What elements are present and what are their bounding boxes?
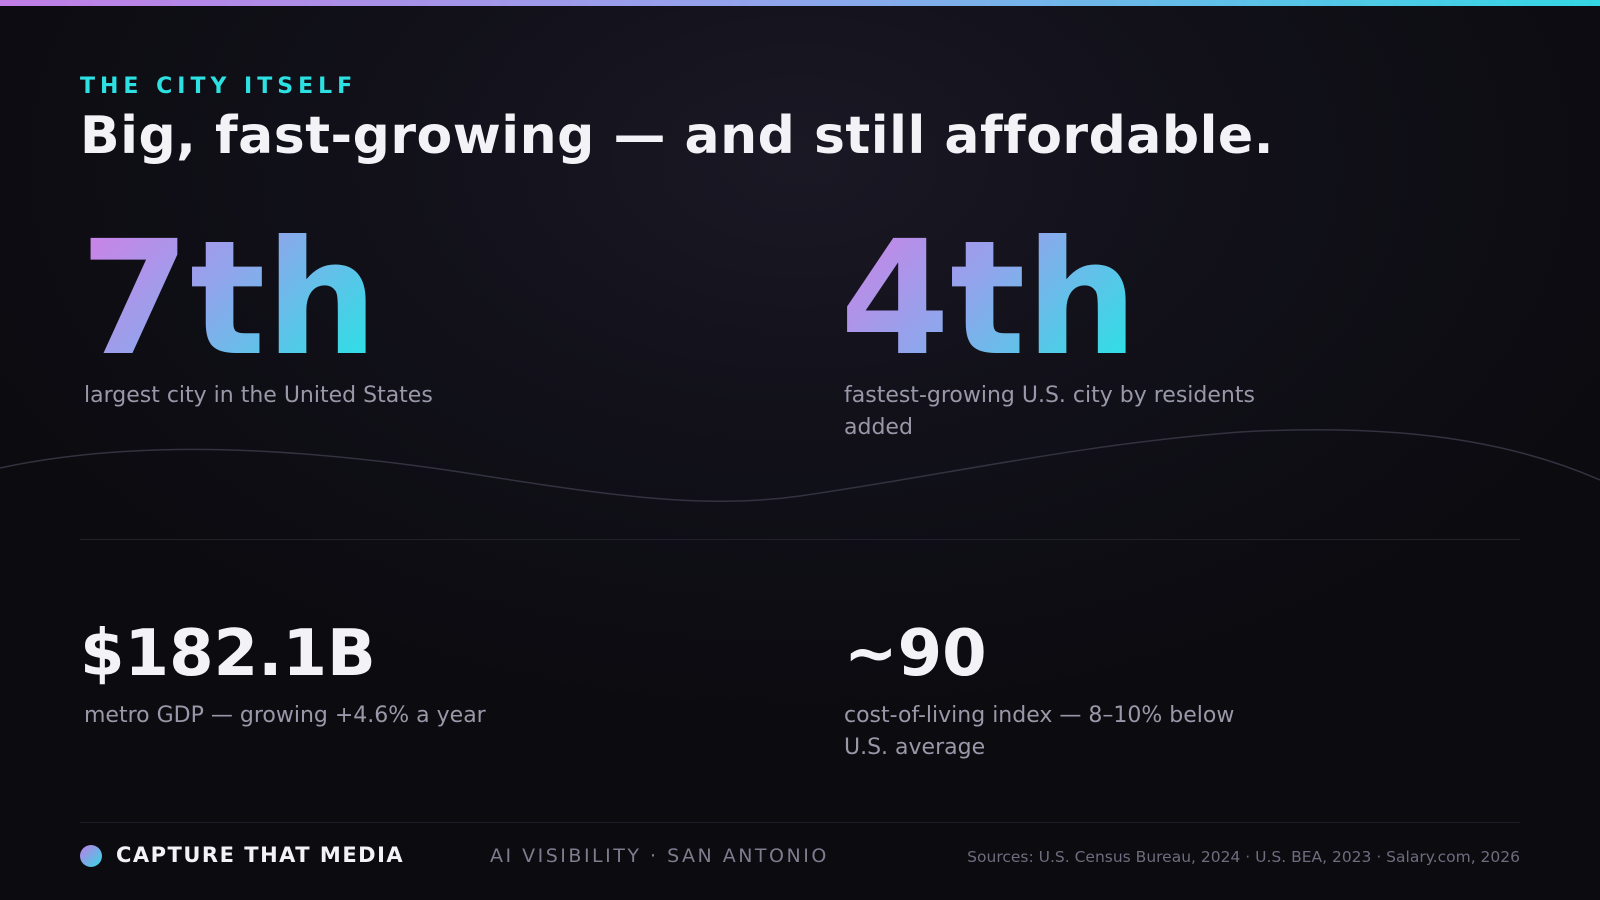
footer-divider xyxy=(80,822,1520,823)
stat-description-city-size-rank: largest city in the United States xyxy=(84,383,433,408)
brand-name: CAPTURE THAT MEDIA xyxy=(116,843,405,867)
stat-value-city-size-rank: 7th xyxy=(80,207,378,391)
stat-value-gdp: $182.1B xyxy=(80,617,376,691)
footer-tagline: AI VISIBILITY · SAN ANTONIO xyxy=(490,845,829,867)
stat-description-growth-rank: fastest-growing U.S. city by residents a… xyxy=(844,383,1255,440)
section-eyebrow: THE CITY ITSELF xyxy=(80,74,358,99)
decorative-wave-line xyxy=(0,428,1600,503)
stat-value-growth-rank: 4th xyxy=(840,207,1138,391)
section-divider xyxy=(80,539,1520,540)
page-title: Big, fast-growing — and still affordable… xyxy=(80,106,1274,166)
stat-description-gdp: metro GDP — growing +4.6% a year xyxy=(84,703,486,728)
stat-value-cost-of-living: ~90 xyxy=(844,617,987,691)
top-accent-bar xyxy=(0,0,1600,6)
footer-sources: Sources: U.S. Census Bureau, 2024 · U.S.… xyxy=(967,848,1520,866)
stat-description-cost-of-living: cost-of-living index — 8–10% below U.S. … xyxy=(844,703,1235,760)
brand-logo-icon xyxy=(80,845,102,867)
